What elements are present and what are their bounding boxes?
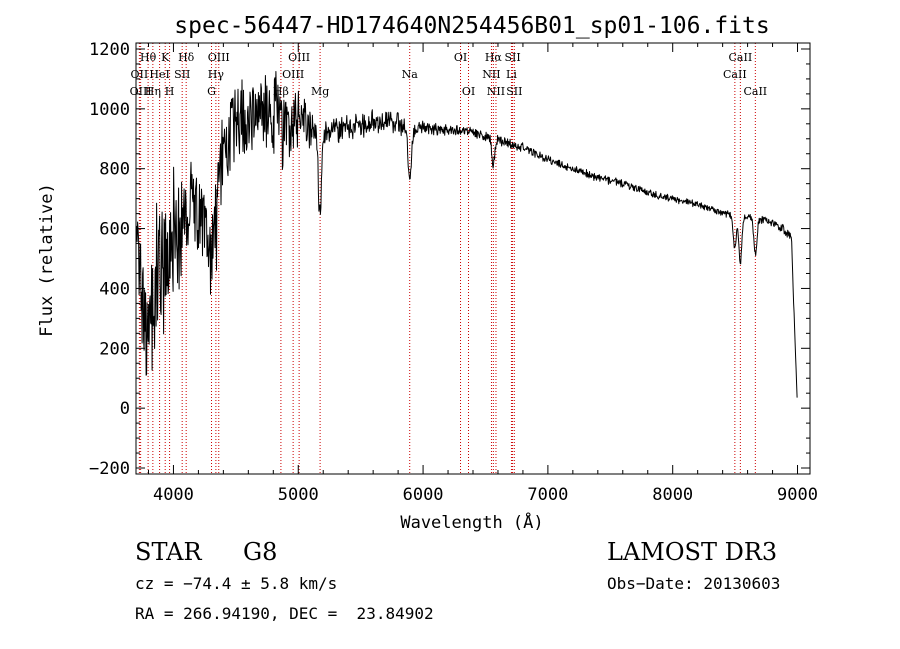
axis-ticks: 4000 5000 6000 7000 8000 9000 −200 0 200 400 600 80…	[89, 40, 818, 505]
object-subclass: G8	[243, 538, 278, 566]
plot-frame	[135, 42, 811, 475]
y-tick-label: 200	[99, 339, 130, 359]
line-label: Hη	[145, 85, 161, 98]
line-label: OI	[454, 51, 467, 64]
line-label: OIII	[130, 85, 152, 98]
y-tick-label: 0	[120, 399, 130, 419]
y-tick-label: 800	[99, 160, 130, 180]
y-tick-label: 1000	[89, 100, 130, 120]
survey-name: LAMOST DR3	[607, 538, 778, 566]
line-label: CaII	[729, 51, 753, 64]
line-label: CaII	[723, 68, 747, 81]
line-label: G	[207, 85, 216, 98]
line-label: Hδ	[178, 51, 195, 64]
line-label: OIII	[208, 51, 230, 64]
y-axis-label: Flux (relative)	[37, 183, 57, 337]
line-label: K	[161, 51, 170, 64]
line-label: OII	[131, 68, 149, 81]
redshift-velocity: cz = −74.4 ± 5.8 km/s	[135, 574, 338, 593]
x-tick-label: 4000	[153, 485, 194, 505]
line-label: OIII	[282, 68, 304, 81]
line-label: Li	[506, 68, 517, 81]
line-label: NII	[482, 68, 500, 81]
line-label: CaII	[743, 85, 767, 98]
x-tick-label: 9000	[777, 485, 818, 505]
line-label: HeI	[149, 68, 169, 81]
x-axis-label: Wavelength (Å)	[400, 511, 543, 533]
chart-title: spec-56447-HD174640N254456B01_sp01-106.f…	[174, 13, 769, 39]
x-tick-label: 7000	[527, 485, 568, 505]
sky-coordinates: RA = 266.94190, DEC = 23.84902	[135, 604, 434, 623]
object-class: STAR	[135, 538, 202, 566]
line-label: Mg	[311, 85, 329, 98]
x-tick-label: 6000	[403, 485, 444, 505]
line-label: NII	[487, 85, 505, 98]
line-label: OI	[462, 85, 475, 98]
line-label: Hθ	[140, 51, 157, 64]
line-label: SII	[506, 85, 522, 98]
y-tick-label: 1200	[89, 40, 130, 60]
line-label: Hα	[485, 51, 503, 64]
line-label: SII	[504, 51, 520, 64]
line-label: OIII	[288, 51, 310, 64]
y-tick-label: 400	[99, 279, 130, 299]
line-label: H	[165, 85, 175, 98]
y-tick-label: 600	[99, 220, 130, 240]
spectrum-line	[136, 71, 798, 398]
y-tick-label: −200	[89, 459, 130, 479]
observation-date: Obs−Date: 20130603	[607, 574, 781, 593]
line-label: Na	[402, 68, 419, 81]
line-label: Hγ	[208, 68, 225, 81]
x-tick-label: 5000	[278, 485, 319, 505]
line-label: SII	[174, 68, 190, 81]
x-tick-label: 8000	[652, 485, 693, 505]
